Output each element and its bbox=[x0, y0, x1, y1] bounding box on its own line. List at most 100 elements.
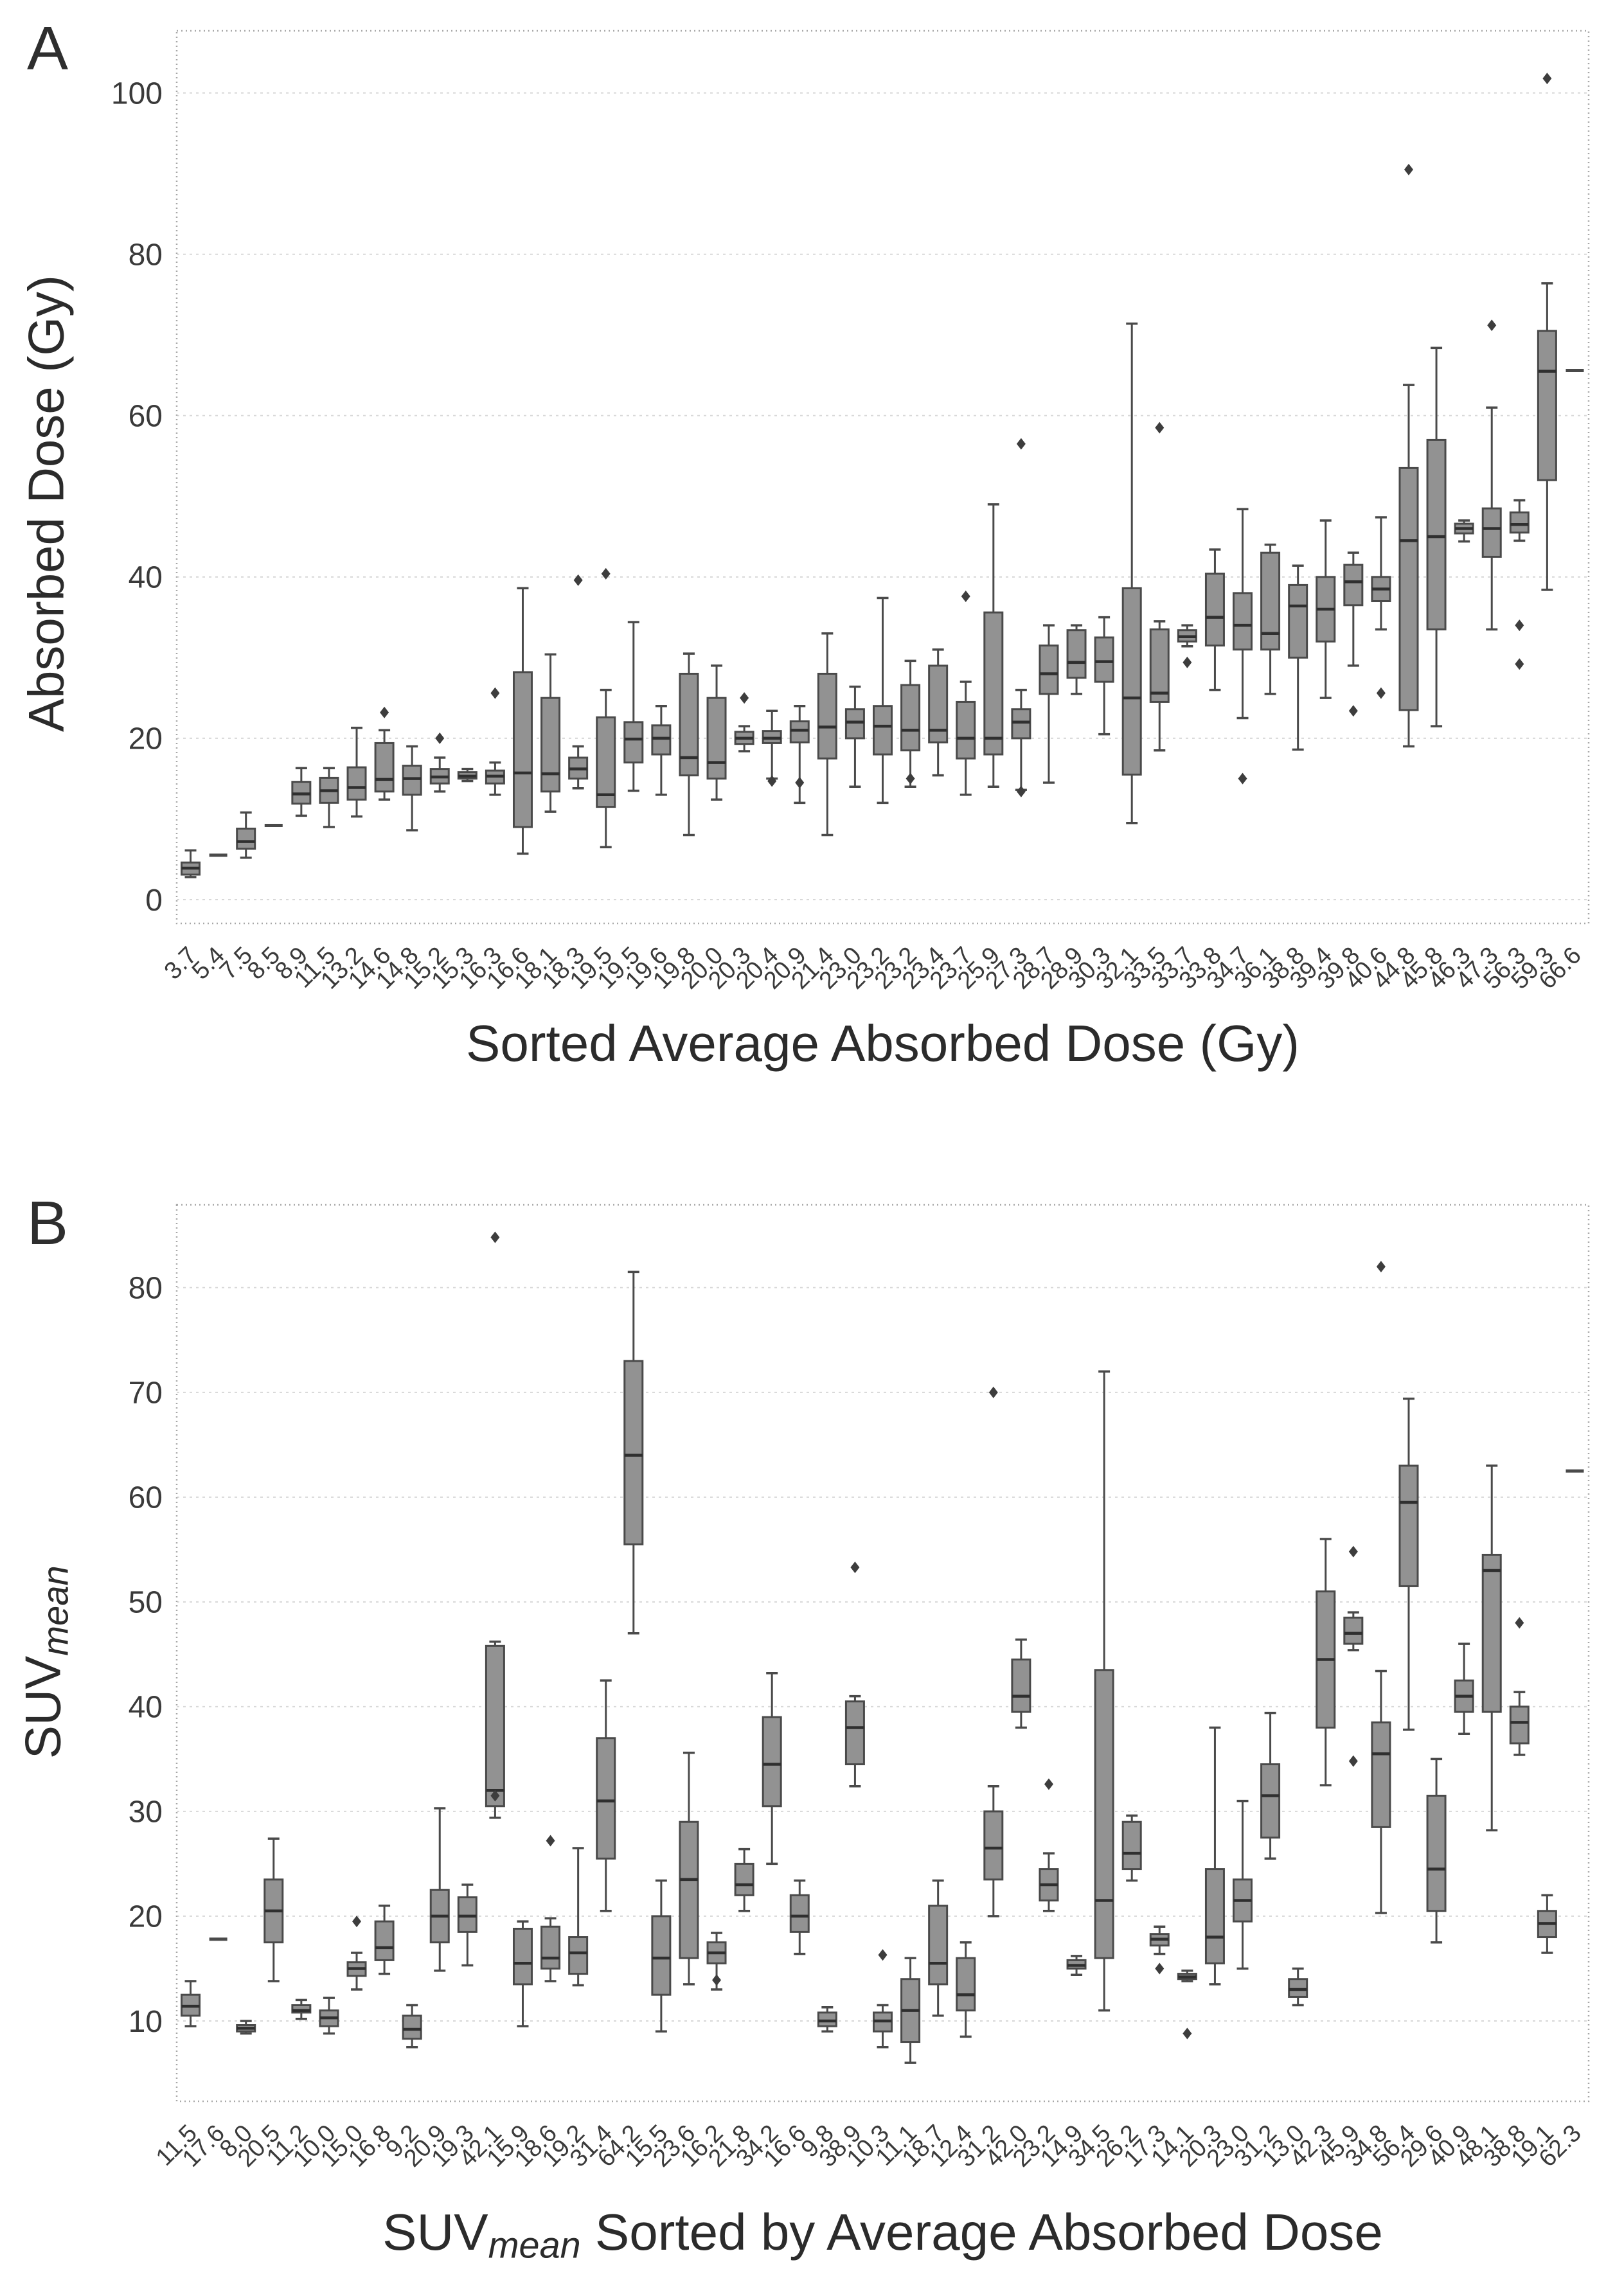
panel-a-box bbox=[844, 708, 865, 740]
panel-a-box bbox=[1537, 330, 1557, 481]
panel-b-outlier-diamond bbox=[1376, 1261, 1386, 1273]
panel-a-box bbox=[1066, 629, 1087, 679]
panel-b-x-axis-title: SUVmean Sorted by Average Absorbed Dose bbox=[177, 2203, 1589, 2267]
panel-a-letter: A bbox=[27, 14, 69, 83]
panel-a-box bbox=[1288, 583, 1308, 659]
panel-b-y-tick-label: 30 bbox=[129, 1795, 163, 1829]
panel-a-y-tick-label: 60 bbox=[129, 400, 163, 434]
panel-a-outlier-diamond bbox=[1182, 656, 1192, 668]
panel-b-box bbox=[1371, 1721, 1391, 1828]
panel-b-y-tick-label: 60 bbox=[129, 1481, 163, 1515]
panel-b-outlier-diamond bbox=[878, 1949, 888, 1961]
panel-a-box bbox=[1094, 636, 1114, 683]
panel-b-box bbox=[734, 1862, 754, 1896]
panel-a-outlier-diamond bbox=[573, 574, 583, 586]
panel-a-box bbox=[1398, 467, 1419, 711]
panel-a-x-axis-title: Sorted Average Absorbed Dose (Gy) bbox=[465, 1015, 1300, 1072]
panel-a-box bbox=[900, 684, 921, 752]
panel-a-outlier-diamond bbox=[1376, 687, 1386, 699]
panel-b-box bbox=[1011, 1659, 1031, 1713]
panel-b-outlier-diamond bbox=[352, 1916, 362, 1928]
panel-b-y-tick-label: 20 bbox=[129, 1900, 163, 1934]
panel-b-outlier-diamond bbox=[1348, 1545, 1358, 1558]
panel-b-outlier-diamond bbox=[1155, 1962, 1164, 1975]
panel-a-outlier-diamond bbox=[1348, 705, 1358, 717]
panel-b-box bbox=[623, 1360, 644, 1545]
panel-b-y-tick-label: 40 bbox=[129, 1691, 163, 1725]
panel-a-outlier-diamond bbox=[1238, 772, 1247, 785]
panel-a-outlier-diamond bbox=[1487, 319, 1497, 332]
panel-b-box bbox=[983, 1810, 1004, 1881]
panel-a-box bbox=[1204, 573, 1225, 647]
panel-a-outlier-diamond bbox=[767, 775, 777, 787]
panel-b-y-tick-label: 10 bbox=[129, 2005, 163, 2039]
panel-a-box bbox=[1039, 645, 1059, 695]
panel-a-outlier-diamond bbox=[906, 772, 915, 785]
panel-a-outlier-diamond bbox=[740, 692, 749, 704]
panel-a-box bbox=[956, 700, 976, 760]
panel-a-box bbox=[983, 611, 1004, 756]
panel-a-box bbox=[1149, 628, 1170, 703]
panel-a-outlier-diamond bbox=[1016, 785, 1026, 797]
panel-b-box bbox=[540, 1925, 561, 1970]
panel-b-outlier-diamond bbox=[1348, 1755, 1358, 1767]
panel-b-outlier-diamond bbox=[490, 1231, 500, 1243]
panel-b-y-axis-title: SUVmean bbox=[13, 1454, 76, 1871]
panel-b-box bbox=[1260, 1763, 1281, 1839]
panel-a-box bbox=[1343, 564, 1364, 607]
panel-b-box bbox=[956, 1957, 976, 2012]
panel-b-plot-border bbox=[175, 1204, 1590, 2103]
panel-b-box bbox=[817, 2011, 837, 2027]
panel-a-outlier-diamond bbox=[601, 567, 611, 580]
panel-b-box bbox=[512, 1927, 533, 1986]
panel-a-outlier-diamond bbox=[380, 706, 389, 718]
panel-b-letter: B bbox=[27, 1189, 69, 1258]
panel-b-box bbox=[844, 1700, 865, 1766]
panel-a-plot-border bbox=[175, 30, 1590, 925]
panel-b-outlier-diamond bbox=[490, 1790, 500, 1802]
panel-a-outlier-diamond bbox=[1515, 619, 1524, 632]
panel-a-outlier-diamond bbox=[1016, 438, 1026, 450]
panel-a-outlier-diamond bbox=[490, 687, 500, 699]
suv-xlabel-rest: Sorted by Average Absorbed Dose bbox=[580, 2203, 1383, 2261]
panel-b-box bbox=[1204, 1868, 1225, 1964]
panel-b-outlier-diamond bbox=[546, 1835, 555, 1847]
panel-a-box bbox=[789, 720, 810, 743]
panel-b-box bbox=[457, 1896, 477, 1933]
panel-a-box bbox=[374, 742, 395, 793]
panel-b-box bbox=[928, 1905, 949, 1986]
suv-xlabel-subscript: mean bbox=[488, 2225, 581, 2266]
panel-a-box bbox=[1509, 511, 1530, 534]
panel-b-y-tick-label: 70 bbox=[129, 1376, 163, 1410]
panel-a-outlier-diamond bbox=[1404, 163, 1413, 175]
panel-b-box bbox=[1481, 1554, 1502, 1713]
panel-b-box bbox=[1094, 1669, 1114, 1959]
panel-a-y-tick-label: 0 bbox=[145, 884, 163, 918]
panel-a-y-axis-title: Absorbed Dose (Gy) bbox=[17, 275, 75, 732]
panel-a-outlier-diamond bbox=[1515, 658, 1524, 670]
panel-a-box bbox=[540, 697, 561, 793]
suv-label-subscript: mean bbox=[35, 1565, 76, 1656]
panel-b-box bbox=[789, 1894, 810, 1933]
panel-a-y-tick-label: 100 bbox=[111, 76, 163, 111]
panel-a-outlier-diamond bbox=[435, 732, 445, 744]
panel-a-outlier-diamond bbox=[1542, 73, 1552, 85]
panel-b-box bbox=[1398, 1464, 1419, 1587]
panel-b-box bbox=[485, 1644, 505, 1808]
panel-b-outlier-diamond bbox=[1044, 1778, 1053, 1790]
panel-b-outlier-diamond bbox=[1182, 2027, 1192, 2040]
panel-a-outlier-diamond bbox=[1155, 422, 1164, 434]
panel-b-outlier-diamond bbox=[1515, 1617, 1524, 1629]
panel-b-box bbox=[291, 2004, 312, 2014]
panel-a-box bbox=[402, 765, 422, 796]
panel-a-box bbox=[1426, 438, 1447, 630]
panel-b-box bbox=[1288, 1978, 1308, 1998]
panel-a-box bbox=[1121, 587, 1142, 776]
panel-a-box bbox=[1011, 708, 1031, 740]
panel-a-box bbox=[236, 828, 256, 850]
suv-label-text: SUV bbox=[14, 1655, 71, 1759]
panel-b-box bbox=[679, 1820, 699, 1959]
panel-b-outlier-diamond bbox=[988, 1386, 998, 1398]
